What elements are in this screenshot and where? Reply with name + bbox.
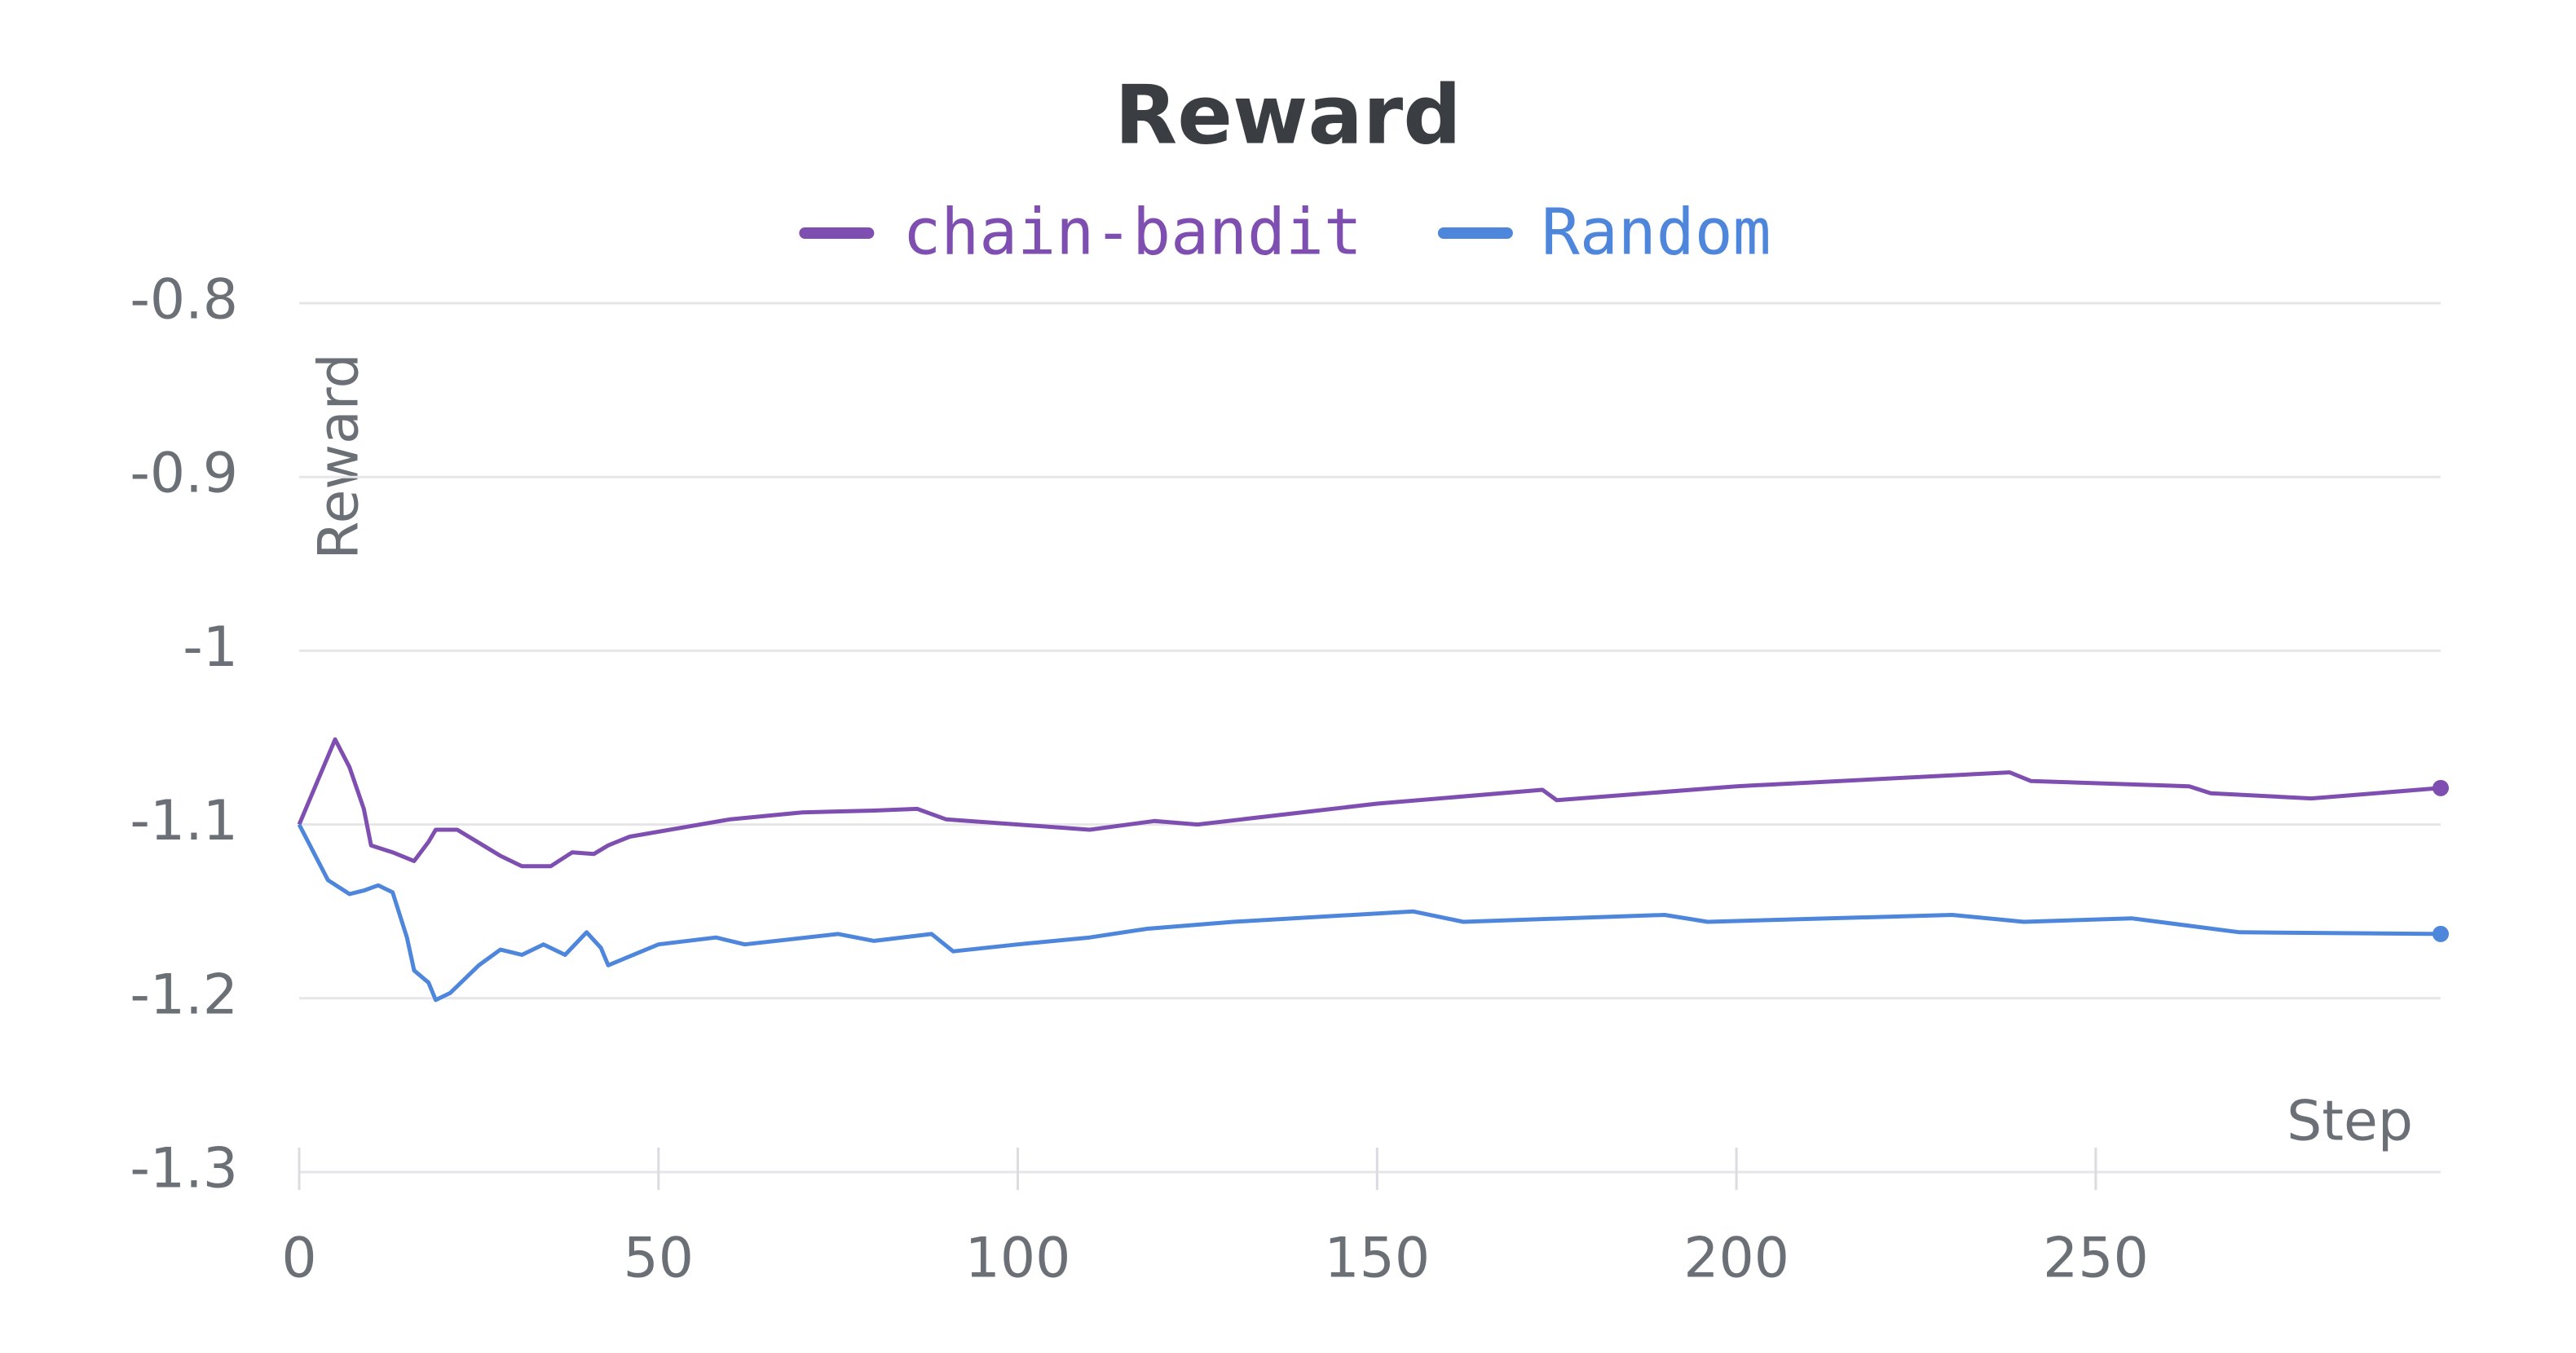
x-tick-label: 150 [1324,1227,1430,1291]
end-point [2433,779,2449,796]
x-tick-label: 50 [624,1227,695,1291]
series-line [297,823,2441,1003]
end-point [2433,925,2449,942]
y-tick-label: -1 [183,615,238,680]
y-tick-label: -1.1 [130,789,238,853]
x-tick-label: 100 [965,1227,1071,1291]
legend-label: chain-bandit [902,196,1362,269]
series-line [297,737,2441,869]
y-tick-label: -0.8 [130,268,238,333]
legend: chain-bandit Random [799,196,1771,269]
legend-label: Random [1542,196,1771,269]
y-tick-label: -1.2 [130,963,238,1027]
legend-item: Random [1437,196,1771,269]
legend-item: chain-bandit [799,196,1362,269]
x-axis-label: Step [2287,1090,2413,1154]
y-tick-label: -1.3 [130,1137,238,1201]
y-tick-label: -0.9 [130,442,238,506]
y-axis-label: Reward [307,353,372,559]
x-tick-label: 0 [281,1227,316,1291]
x-tick-label: 200 [1683,1227,1789,1291]
chart-title: Reward [1114,67,1462,162]
x-tick-label: 250 [2043,1227,2149,1291]
